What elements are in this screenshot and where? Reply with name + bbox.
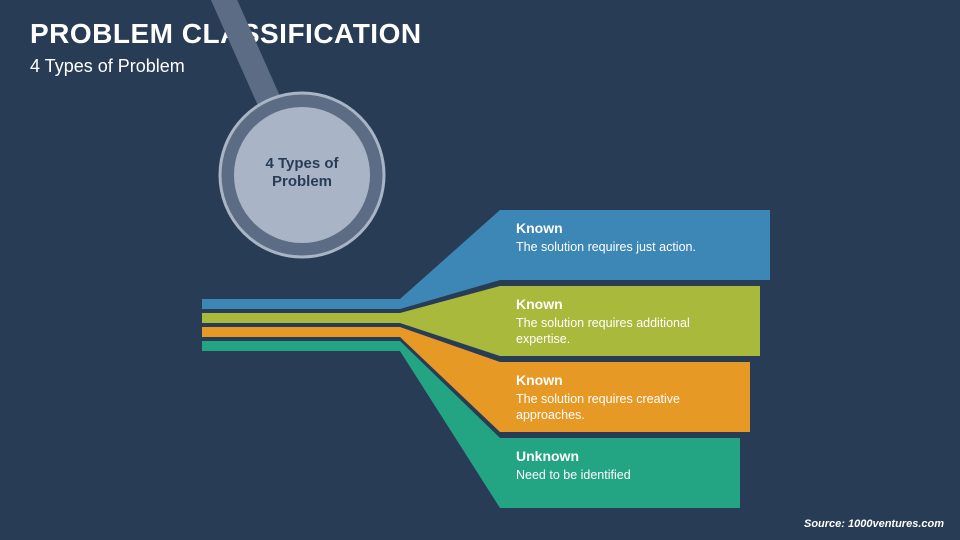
category-bar-1: Known The solution requires additional ex… bbox=[500, 286, 760, 356]
category-desc: Need to be identified bbox=[516, 468, 716, 484]
category-bar-0: Known The solution requires just action. bbox=[500, 210, 770, 280]
category-bar-2: Known The solution requires creative appr… bbox=[500, 362, 750, 432]
diagram-svg bbox=[0, 0, 960, 540]
category-title: Unknown bbox=[516, 448, 724, 464]
magnifier-handle bbox=[206, 0, 271, 106]
category-desc: The solution requires creative approache… bbox=[516, 392, 716, 423]
magnifier-label: 4 Types of Problem bbox=[237, 155, 367, 191]
category-bar-3: Unknown Need to be identified bbox=[500, 438, 740, 508]
category-title: Known bbox=[516, 220, 754, 236]
category-title: Known bbox=[516, 372, 734, 388]
source-text: Source: 1000ventures.com bbox=[804, 518, 944, 530]
category-desc: The solution requires just action. bbox=[516, 240, 716, 256]
category-desc: The solution requires additional experti… bbox=[516, 316, 716, 347]
category-title: Known bbox=[516, 296, 744, 312]
